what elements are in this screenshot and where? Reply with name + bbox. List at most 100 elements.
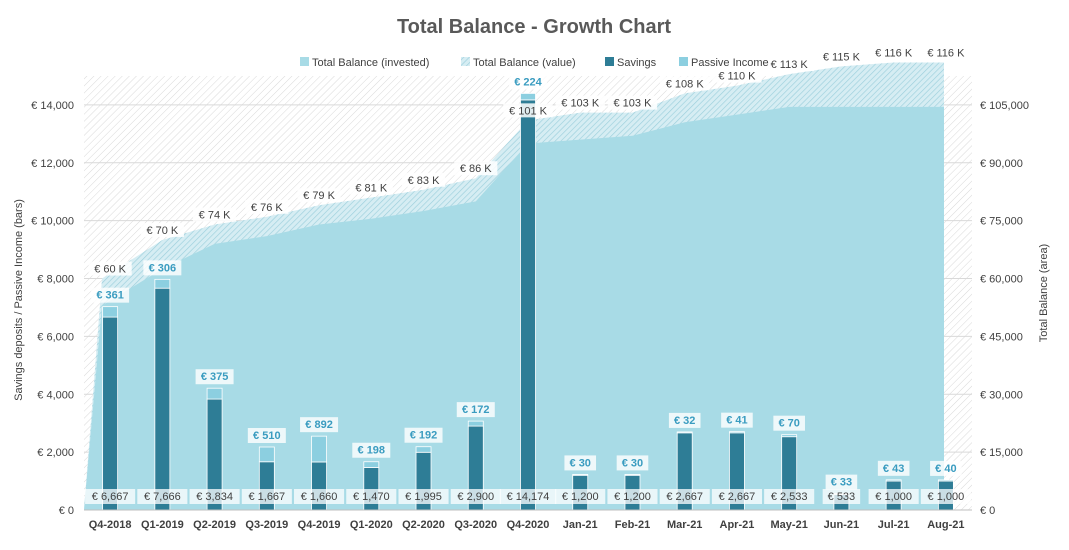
y-right-tick-label: € 30,000 bbox=[980, 389, 1023, 401]
passive-income-data-label: € 192 bbox=[410, 430, 438, 442]
savings-data-label: € 1,470 bbox=[353, 491, 390, 503]
total-value-label-box bbox=[297, 188, 341, 203]
passive-income-bar bbox=[206, 387, 223, 400]
total-value-data-label: € 116 K bbox=[927, 47, 965, 59]
total-value-data-label: € 110 K bbox=[718, 71, 756, 83]
savings-label-box bbox=[398, 489, 449, 504]
savings-data-label: € 2,900 bbox=[457, 491, 494, 503]
x-tick-label: Q3-2019 bbox=[245, 519, 288, 531]
passive-income-bar bbox=[102, 306, 119, 318]
savings-data-label: € 1,000 bbox=[875, 491, 912, 503]
savings-label-box bbox=[85, 489, 136, 504]
passive-income-bar bbox=[781, 434, 798, 438]
total-value-label-box bbox=[555, 95, 605, 110]
x-tick-label: Feb-21 bbox=[615, 519, 650, 531]
passive-income-label-box bbox=[877, 460, 910, 476]
passive-income-label-box bbox=[773, 415, 805, 431]
savings-data-label: € 6,667 bbox=[92, 491, 129, 503]
savings-label-box bbox=[294, 489, 345, 504]
total-value-data-label: € 113 K bbox=[771, 59, 809, 71]
total-value-label-box bbox=[140, 222, 184, 237]
total-value-data-label: € 83 K bbox=[408, 175, 440, 187]
total-value-data-label: € 115 K bbox=[823, 51, 861, 63]
x-tick-label: Q3-2020 bbox=[454, 519, 497, 531]
passive-income-data-label: € 40 bbox=[935, 463, 956, 475]
savings-bar bbox=[520, 99, 536, 511]
passive-income-label-box bbox=[91, 287, 130, 303]
total-value-label-box bbox=[607, 95, 658, 110]
x-tick-label: Q2-2020 bbox=[402, 519, 445, 531]
savings-data-label: € 1,200 bbox=[562, 491, 599, 503]
savings-data-label: € 1,000 bbox=[928, 491, 965, 503]
savings-data-label: € 1,667 bbox=[248, 491, 285, 503]
savings-bar bbox=[102, 316, 119, 511]
x-tick-label: Q4-2020 bbox=[507, 519, 550, 531]
y-right-tick-label: € 75,000 bbox=[980, 216, 1023, 228]
passive-income-bar bbox=[154, 278, 171, 289]
savings-data-label: € 3,834 bbox=[196, 491, 233, 503]
x-tick-label: Jun-21 bbox=[824, 519, 859, 531]
x-tick-label: Q1-2020 bbox=[350, 519, 393, 531]
total-value-data-label: € 101 K bbox=[509, 105, 548, 117]
area-total-balance-invested bbox=[84, 106, 946, 511]
total-value-data-label: € 60 K bbox=[94, 264, 126, 276]
savings-data-label: € 2,667 bbox=[719, 491, 756, 503]
savings-label-box bbox=[822, 489, 861, 504]
legend-label: Savings bbox=[617, 57, 657, 69]
total-value-label-box bbox=[503, 103, 553, 118]
x-tick-label: May-21 bbox=[771, 519, 808, 531]
y-left-tick-label: € 2,000 bbox=[37, 447, 74, 459]
passive-income-bar bbox=[520, 93, 536, 101]
passive-income-label-box bbox=[509, 74, 547, 90]
total-value-label-box bbox=[921, 45, 971, 60]
total-value-label-box bbox=[88, 261, 132, 276]
passive-income-label-box bbox=[247, 428, 286, 444]
y-right-tick-label: € 15,000 bbox=[980, 447, 1023, 459]
savings-label-box bbox=[607, 489, 658, 504]
savings-label-box bbox=[711, 489, 762, 504]
x-tick-label: Q4-2019 bbox=[298, 519, 341, 531]
passive-income-data-label: € 172 bbox=[462, 404, 490, 416]
savings-label-box bbox=[450, 489, 501, 504]
passive-income-bar bbox=[467, 420, 484, 427]
passive-income-bar bbox=[415, 446, 432, 453]
savings-data-label: € 1,995 bbox=[405, 491, 442, 503]
total-value-label-box bbox=[764, 57, 814, 72]
legend-swatch bbox=[605, 57, 614, 66]
passive-income-bar bbox=[258, 446, 275, 463]
total-value-data-label: € 103 K bbox=[614, 98, 653, 110]
legend-swatch bbox=[461, 57, 470, 66]
total-value-label-box bbox=[816, 49, 867, 64]
legend-label: Total Balance (value) bbox=[473, 57, 576, 69]
legend-label: Total Balance (invested) bbox=[312, 57, 429, 69]
legend: Total Balance (invested) Total Balance (v… bbox=[300, 57, 769, 69]
savings-data-label: € 533 bbox=[828, 491, 856, 503]
passive-income-bar bbox=[676, 431, 693, 434]
passive-income-data-label: € 306 bbox=[149, 262, 177, 274]
savings-label-box bbox=[659, 489, 710, 504]
passive-income-data-label: € 361 bbox=[96, 290, 124, 302]
total-value-label-box bbox=[454, 161, 498, 176]
y-right-tick-label: € 60,000 bbox=[980, 274, 1023, 286]
passive-income-data-label: € 510 bbox=[253, 430, 281, 442]
savings-data-label: € 1,200 bbox=[614, 491, 651, 503]
y-left-tick-label: € 6,000 bbox=[37, 331, 74, 343]
savings-data-label: € 2,667 bbox=[666, 491, 703, 503]
passive-income-label-box bbox=[300, 417, 339, 433]
total-value-data-label: € 103 K bbox=[561, 98, 600, 110]
x-tick-label: Q4-2018 bbox=[89, 519, 132, 531]
total-value-data-label: € 86 K bbox=[460, 163, 492, 175]
passive-income-label-box bbox=[143, 260, 182, 276]
total-value-data-label: € 108 K bbox=[666, 78, 705, 90]
y-left-tick-label: € 14,000 bbox=[31, 100, 74, 112]
passive-income-data-label: € 43 bbox=[883, 463, 904, 475]
passive-income-data-label: € 30 bbox=[622, 457, 643, 469]
y-left-tick-label: € 10,000 bbox=[31, 216, 74, 228]
passive-income-data-label: € 33 bbox=[831, 477, 852, 489]
total-value-label-box bbox=[349, 180, 393, 195]
passive-income-bar bbox=[937, 479, 954, 482]
passive-income-data-label: € 224 bbox=[514, 76, 542, 88]
total-value-label-box bbox=[868, 45, 919, 60]
total-value-label-box bbox=[712, 68, 762, 83]
